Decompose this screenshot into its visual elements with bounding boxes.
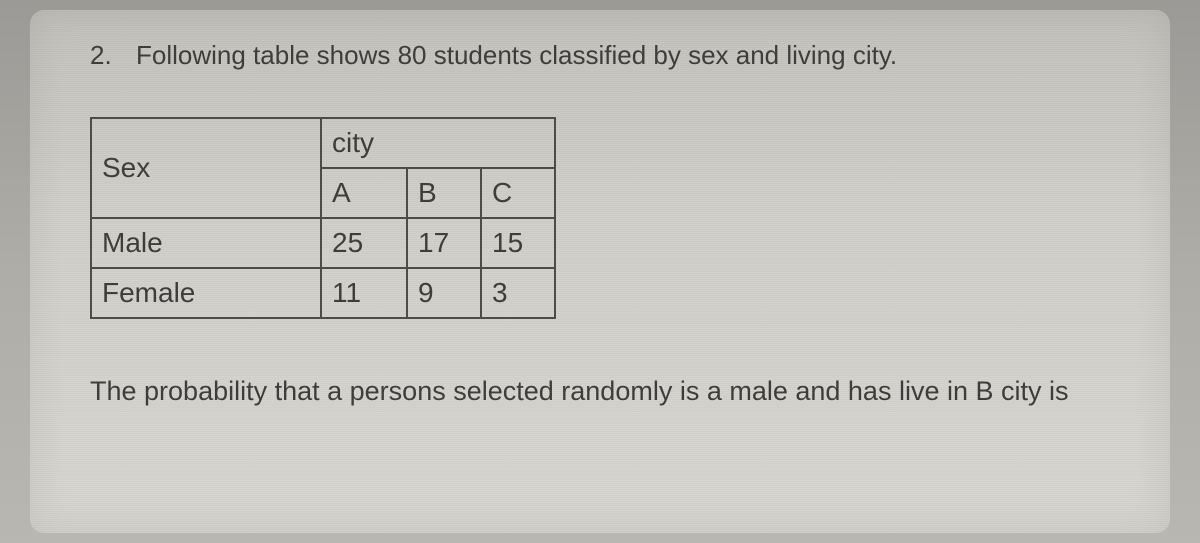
cell-male-c: 15 (481, 218, 555, 268)
question-number: 2. (90, 38, 118, 73)
cell-female-c: 3 (481, 268, 555, 318)
table-header-row-1: Sex city (91, 118, 555, 168)
answer-prompt: The probability that a persons selected … (90, 373, 1110, 411)
cell-female-b: 9 (407, 268, 481, 318)
table-row: Male 25 17 15 (91, 218, 555, 268)
col-header-b: B (407, 168, 481, 218)
question-prompt-row: 2. Following table shows 80 students cla… (90, 38, 1110, 73)
col-header-c: C (481, 168, 555, 218)
group-header-city: city (321, 118, 555, 168)
students-table: Sex city A B C Male 25 17 15 Female 11 9… (90, 117, 556, 319)
table-row: Female 11 9 3 (91, 268, 555, 318)
corner-header: Sex (91, 118, 321, 218)
question-card: 2. Following table shows 80 students cla… (30, 10, 1170, 533)
cell-male-b: 17 (407, 218, 481, 268)
row-label-female: Female (91, 268, 321, 318)
col-header-a: A (321, 168, 407, 218)
question-text: Following table shows 80 students classi… (136, 38, 897, 73)
row-label-male: Male (91, 218, 321, 268)
cell-female-a: 11 (321, 268, 407, 318)
cell-male-a: 25 (321, 218, 407, 268)
